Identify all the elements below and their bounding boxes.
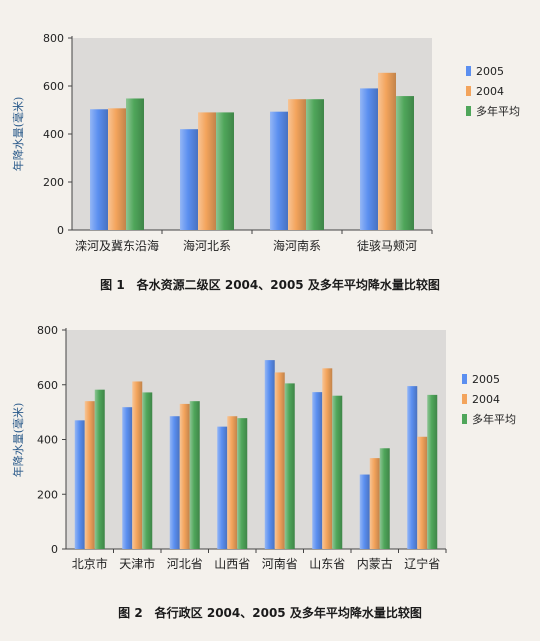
chart-2-bar — [312, 392, 323, 549]
chart-2-bar — [74, 420, 85, 549]
chart-2-bar — [217, 426, 228, 549]
chart-2-category-label: 山东省 — [309, 557, 345, 571]
chart-1-bar — [378, 72, 396, 230]
chart-2-bar — [274, 372, 285, 549]
chart-2-bar — [379, 448, 390, 549]
chart-2-legend-swatch — [462, 414, 467, 424]
chart-2-bar — [237, 418, 248, 549]
chart-1-category-label: 徒骇马颊河 — [357, 238, 417, 253]
chart-1-category-label: 海河南系 — [273, 238, 321, 253]
chart-2-category-label: 河北省 — [167, 557, 203, 571]
chart-2-bar — [169, 416, 180, 549]
chart-2-y-tick-label: 200 — [37, 488, 58, 501]
chart-1-bar — [306, 99, 324, 230]
chart-1-bar — [360, 88, 378, 231]
chart-2-category-label: 河南省 — [262, 556, 298, 571]
chart-1-y-tick-label: 200 — [43, 176, 64, 189]
chart-2-bar — [142, 392, 153, 549]
chart-1-bar — [270, 111, 288, 230]
chart-2-bar — [189, 401, 200, 549]
chart-2-bar — [122, 407, 133, 549]
chart-2-category-label: 天津市 — [119, 556, 155, 571]
chart-1-bar — [108, 108, 126, 230]
chart-1-bar — [396, 96, 414, 230]
chart-1-category-label: 海河北系 — [183, 238, 231, 253]
chart-1-bar — [126, 98, 144, 230]
chart-1-bar — [180, 129, 198, 230]
chart-1-y-tick-label: 800 — [43, 32, 64, 45]
chart-1-legend-label: 2005 — [476, 65, 504, 78]
chart-1-bar — [90, 109, 108, 230]
chart-1-category-label: 滦河及冀东沿海 — [75, 238, 159, 253]
chart-2-legend-label: 2004 — [472, 393, 500, 406]
chart-1-legend-swatch — [466, 66, 471, 76]
chart-2-category-label: 内蒙古 — [357, 556, 393, 571]
chart-2-legend-swatch — [462, 374, 467, 384]
chart-2-bar — [417, 436, 428, 549]
chart-1-bar — [216, 112, 234, 230]
chart-2-legend-swatch — [462, 394, 467, 404]
chart-2-y-axis-label: 年降水量(毫米) — [11, 403, 25, 478]
chart-1-y-axis-label: 年降水量(毫米) — [11, 97, 25, 172]
chart-1-legend-swatch — [466, 86, 471, 96]
chart-2-y-tick-label: 0 — [51, 543, 58, 556]
chart-2: 0 200 400 600 800 年降水量(毫米) 北京市 天津市 河北省 山西省 河南省 山东省内… — [11, 324, 516, 571]
chart-2-y-tick-label: 400 — [37, 434, 58, 447]
chart-2-category-label: 辽宁省 — [404, 556, 440, 571]
chart-2-category-label: 山西省 — [214, 557, 250, 571]
chart-2-bar — [264, 360, 275, 549]
chart-1-bar — [288, 99, 306, 230]
chart-2-bar — [369, 458, 380, 549]
chart-2-bar — [132, 381, 143, 549]
chart-1-legend-label: 2004 — [476, 85, 504, 98]
chart-2-y-tick-label: 600 — [37, 379, 58, 392]
chart-1-bar — [198, 112, 216, 230]
chart-1-y-tick-label: 0 — [57, 224, 64, 237]
chart-2-y-tick-label: 800 — [37, 324, 58, 337]
chart-1: 0 200 400 600 800 年降水量(毫米) 滦河及冀东沿海 海河北系 海河南系 徒骇马颊… — [11, 32, 520, 253]
chart-2-bar — [407, 386, 418, 549]
chart-1-legend-swatch — [466, 106, 471, 116]
chart-2-bar — [322, 368, 333, 549]
chart-2-category-label: 北京市 — [72, 556, 108, 571]
chart-2-bar — [227, 416, 238, 549]
chart-1-y-tick-label: 400 — [43, 128, 64, 141]
chart-2-bar — [84, 401, 95, 549]
chart-2-bar — [427, 394, 438, 549]
chart-1-legend-label: 多年平均 — [476, 104, 520, 118]
chart-2-bar — [94, 389, 105, 549]
chart-2-bar — [359, 474, 370, 549]
chart-2-legend-label: 2005 — [472, 373, 500, 386]
chart-1-y-tick-label: 600 — [43, 80, 64, 93]
chart-2-bar — [332, 395, 343, 549]
chart-2-title: 图 2 各行政区 2004、2005 及多年平均降水量比较图 — [118, 606, 422, 620]
chart-1-title: 图 1 各水资源二级区 2004、2005 及多年平均降水量比较图 — [100, 278, 440, 292]
chart-2-bar — [179, 403, 190, 549]
chart-2-legend-label: 多年平均 — [472, 412, 516, 426]
chart-2-bar — [284, 383, 295, 549]
